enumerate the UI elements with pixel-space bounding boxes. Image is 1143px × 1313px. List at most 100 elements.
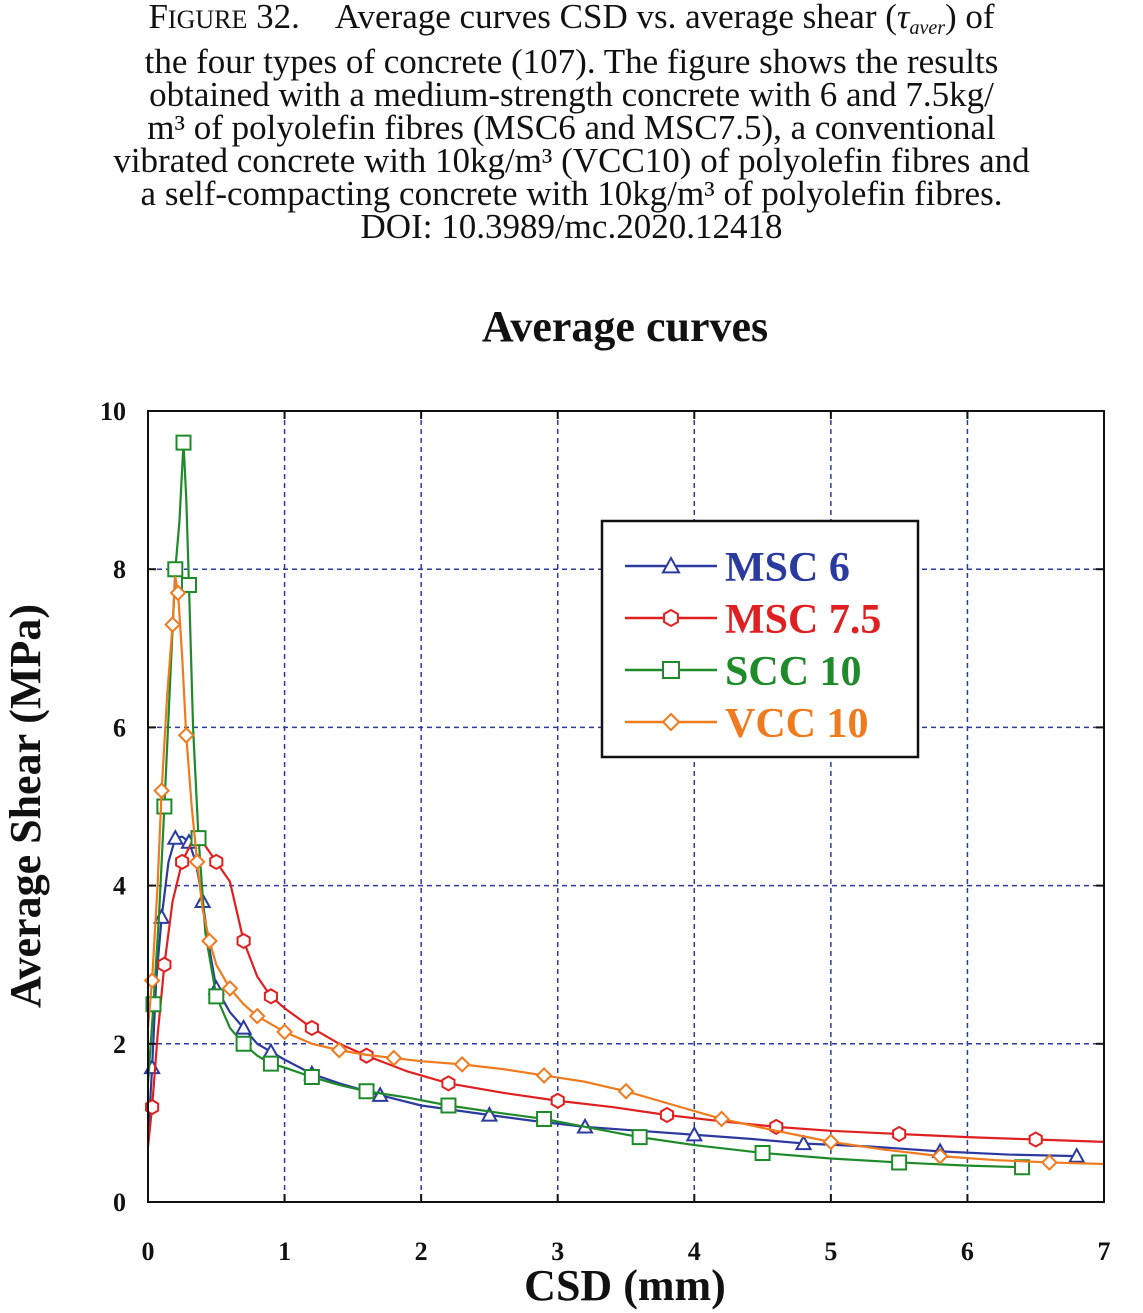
caption-figure-prefix-big: F: [148, 0, 168, 36]
data-point-vcc-10: [169, 584, 187, 602]
data-point-vcc-10: [617, 1082, 635, 1100]
data-point-msc-6: [685, 1125, 703, 1142]
x-tick-label: 6: [961, 1237, 974, 1266]
x-tick-label: 3: [551, 1237, 564, 1266]
legend-item-msc-6: MSC 6: [625, 545, 850, 591]
y-axis-label: Average Shear (MPa): [1, 604, 50, 1008]
legend-label: SCC 10: [725, 649, 862, 695]
data-point-vcc-10: [931, 1147, 949, 1165]
data-point-msc-6: [794, 1134, 813, 1151]
caption-line-6: a self-compacting concrete with 10kg/m³ …: [140, 174, 1003, 213]
y-tick-label: 10: [100, 397, 126, 426]
data-point-msc-7-5: [892, 1125, 907, 1143]
y-tick-label: 4: [113, 872, 126, 901]
data-point-scc-10: [235, 1035, 252, 1052]
legend-box: [600, 519, 920, 759]
x-tick-label: 1: [278, 1237, 291, 1266]
series-msc-7-5: [145, 829, 1105, 1148]
caption-line-2: the four types of concrete (107). The fi…: [144, 42, 999, 81]
data-point-vcc-10: [177, 726, 195, 744]
plot-area-frame: [147, 410, 1105, 1203]
data-point-msc-6: [166, 829, 185, 845]
data-point-vcc-10: [385, 1049, 403, 1067]
data-point-msc-7-5: [1028, 1131, 1043, 1148]
data-point-msc-7-5: [304, 1019, 319, 1037]
data-point-msc-6: [262, 1042, 280, 1059]
data-point-msc-7-5: [263, 988, 278, 1005]
legend: MSC 6 MSC 7.5 SCC 10 VCC 10: [600, 519, 920, 759]
data-point-scc-10: [208, 988, 225, 1005]
data-point-msc-7-5: [209, 853, 224, 871]
data-point-vcc-10: [713, 1110, 731, 1128]
data-point-msc-6: [1067, 1147, 1086, 1163]
x-tick-label: 5: [824, 1237, 837, 1266]
data-point-vcc-10: [535, 1067, 553, 1084]
axis-tick-labels: 0 1 2 3 4 5 6 7 0 2 4 6 8 10: [100, 397, 1111, 1266]
y-tick-label: 6: [113, 713, 126, 742]
caption-figure-prefix-small: IGURE: [167, 5, 248, 34]
data-point-vcc-10: [248, 1007, 266, 1025]
data-point-vcc-10: [1040, 1154, 1058, 1171]
legend-label: MSC 6: [725, 545, 850, 591]
caption-tau-symbol: τ: [896, 0, 910, 36]
legend-swatch-marker: [663, 608, 679, 628]
caption-line-1b: ) of: [944, 0, 995, 36]
series-vcc-10: [143, 576, 1105, 1171]
data-point-scc-10: [891, 1154, 908, 1171]
caption-line-4: m³ of polyolefin fibres (MSC6 and MSC7.5…: [147, 108, 996, 147]
data-point-scc-10: [536, 1110, 553, 1127]
data-point-msc-7-5: [175, 853, 190, 871]
data-point-msc-7-5: [236, 932, 251, 950]
data-point-scc-10: [262, 1055, 279, 1072]
data-point-vcc-10: [822, 1133, 840, 1151]
x-tick-label: 0: [142, 1237, 155, 1266]
caption-line-3: obtained with a medium-strength concrete…: [149, 75, 994, 114]
series-line-msc-7-5: [146, 837, 1105, 1147]
data-point-vcc-10: [201, 932, 218, 950]
caption-line-7: DOI: 10.3989/mc.2020.12418: [360, 207, 783, 246]
y-tick-label: 8: [113, 555, 126, 584]
caption-tau-subscript: aver: [909, 17, 945, 39]
chart-title: Average curves: [482, 302, 768, 351]
data-point-scc-10: [180, 577, 197, 594]
axis-ticks: [147, 410, 1105, 1203]
data-point-msc-7-5: [441, 1075, 456, 1092]
data-point-scc-10: [167, 561, 184, 578]
data-point-vcc-10: [188, 853, 206, 871]
caption-figure-number: 32.: [247, 0, 300, 36]
data-point-scc-10: [631, 1129, 648, 1146]
y-tick-label: 2: [113, 1030, 126, 1059]
legend-label: MSC 7.5: [725, 597, 881, 643]
caption-line-1: FIGURE 32. Average curves CSD vs. averag…: [0, 0, 1143, 45]
x-tick-label: 7: [1098, 1237, 1111, 1266]
data-point-msc-6: [234, 1018, 253, 1035]
data-point-vcc-10: [153, 782, 171, 800]
caption-line-1a: Average curves CSD vs. average shear (: [334, 0, 897, 36]
y-tick-label: 0: [113, 1188, 126, 1217]
legend-item-msc-7-5: MSC 7.5: [625, 597, 881, 643]
data-point-msc-7-5: [550, 1092, 565, 1109]
figure-caption: FIGURE 32. Average curves CSD vs. averag…: [0, 0, 1143, 246]
data-point-vcc-10: [276, 1023, 293, 1041]
series-msc-6: [143, 829, 1086, 1163]
data-point-vcc-10: [330, 1041, 348, 1059]
data-point-vcc-10: [164, 616, 181, 633]
series-scc-10: [145, 434, 1031, 1176]
series-layer: [143, 434, 1105, 1176]
data-point-msc-7-5: [659, 1106, 675, 1124]
caption-line-5: vibrated concrete with 10kg/m³ (VCC10) o…: [113, 141, 1030, 180]
data-point-scc-10: [1014, 1159, 1031, 1176]
data-point-msc-7-5: [145, 1098, 160, 1116]
data-point-msc-7-5: [157, 956, 172, 973]
legend-swatch-marker: [661, 712, 681, 732]
data-point-scc-10: [754, 1144, 771, 1161]
x-tick-label: 4: [688, 1237, 701, 1266]
legend-item-vcc-10: VCC 10: [625, 701, 869, 747]
data-point-scc-10: [440, 1097, 457, 1114]
legend-label: VCC 10: [725, 701, 869, 747]
data-point-scc-10: [358, 1083, 375, 1100]
data-point-vcc-10: [221, 980, 239, 997]
data-point-msc-6: [480, 1105, 499, 1122]
legend-swatch-marker: [661, 555, 681, 574]
x-axis-label: CSD (mm): [524, 1261, 726, 1310]
